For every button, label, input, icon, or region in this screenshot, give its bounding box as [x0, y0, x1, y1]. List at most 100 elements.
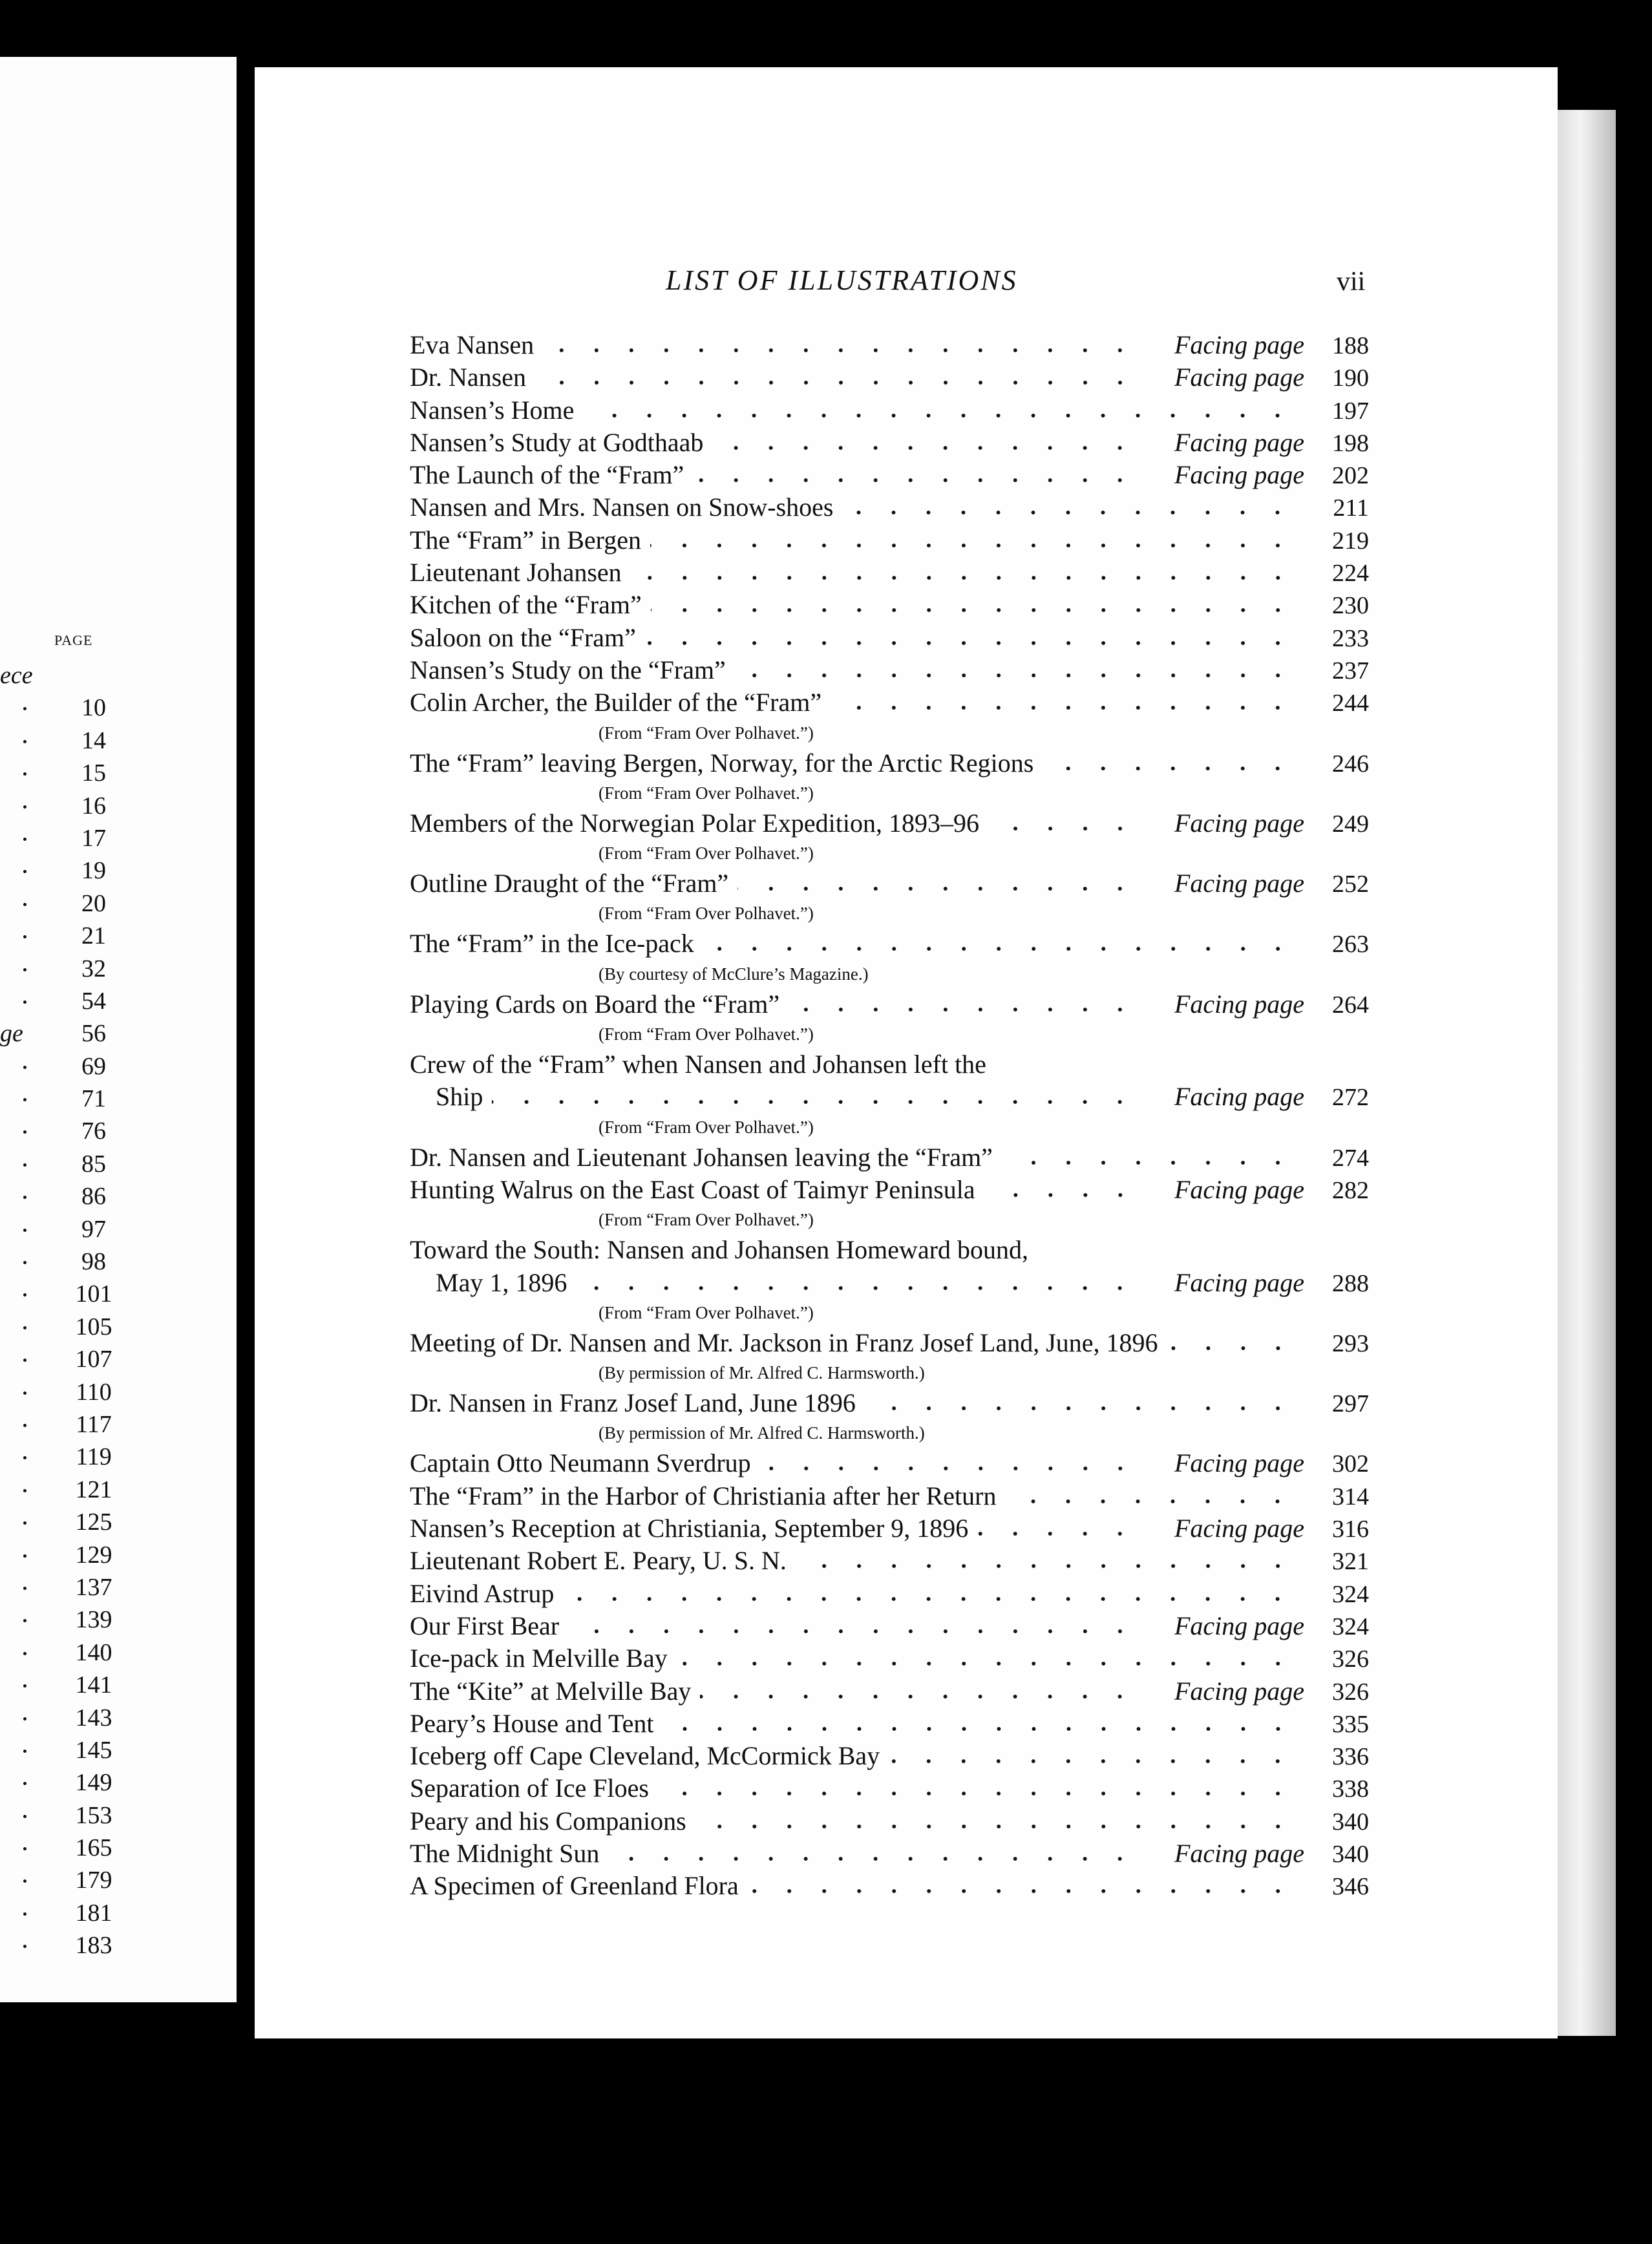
entry: Peary’s House and Tent 335	[410, 1708, 1369, 1740]
dot-leader	[563, 1595, 1295, 1602]
dot-leader	[734, 672, 1295, 679]
page-row: 181	[0, 1897, 237, 1929]
entry-title: The “Fram” leaving Bergen, Norway, for t…	[410, 748, 1034, 778]
page-row: 85	[0, 1148, 237, 1180]
page-row: 15	[0, 757, 237, 789]
page-number: 110	[76, 1378, 112, 1406]
leader-dot	[23, 1814, 26, 1818]
text-fragment: ge	[0, 1020, 23, 1048]
leader-dot	[23, 1000, 26, 1004]
page-number: 14	[81, 726, 106, 754]
entry: Nansen’s Study on the “Fram” 237	[410, 654, 1369, 686]
page-row: 119	[0, 1441, 237, 1473]
page-row: 71	[0, 1083, 237, 1115]
leader-dot	[23, 837, 26, 841]
page-number: 15	[81, 759, 106, 787]
page-row: 10	[0, 692, 237, 724]
entry: Nansen and Mrs. Nansen on Snow-shoes 211	[410, 491, 1369, 524]
leader-dot	[23, 1586, 26, 1590]
entry: Nansen’s Reception at Christiania, Septe…	[410, 1512, 1369, 1545]
page-number: 21	[81, 922, 106, 950]
page-number: 97	[81, 1215, 106, 1243]
dot-leader	[662, 1725, 1295, 1732]
entry: Dr. Nansen Facing page 190	[410, 361, 1369, 394]
leader-dot	[23, 1684, 26, 1688]
page-row: ece	[0, 659, 237, 692]
page-number: 249	[1332, 810, 1369, 838]
page-row: 32	[0, 953, 237, 985]
source-note: (From “Fram Over Polhavet.”)	[598, 783, 814, 803]
facing-label: Facing page	[1174, 427, 1304, 457]
entry: The “Fram” in Bergen 219	[410, 524, 1369, 556]
page-number: 117	[76, 1410, 112, 1438]
page-number: 237	[1332, 657, 1369, 684]
entry-title: Meeting of Dr. Nansen and Mr. Jackson in…	[410, 1328, 1158, 1357]
facing-label: Facing page	[1174, 1676, 1304, 1706]
entry: Members of the Norwegian Polar Expeditio…	[410, 807, 1369, 840]
entry-title: The “Kite” at Melville Bay	[410, 1676, 692, 1706]
dot-leader	[988, 825, 1138, 832]
dot-leader	[535, 379, 1138, 386]
entry: Lieutenant Robert E. Peary, U. S. N. 321	[410, 1545, 1369, 1577]
dot-leader	[864, 1405, 1295, 1412]
leader-dot	[23, 1879, 26, 1883]
leader-dot	[23, 1391, 26, 1395]
entry: Lieutenant Johansen 224	[410, 556, 1369, 589]
entry-title: The “Fram” in the Harbor of Christiania …	[410, 1481, 997, 1510]
leader-dot	[23, 1293, 26, 1297]
page-number: 219	[1332, 527, 1369, 555]
entry-title: Members of the Norwegian Polar Expeditio…	[410, 808, 979, 838]
page-row: 16	[0, 790, 237, 822]
leader-dot	[23, 1423, 26, 1427]
dot-leader	[789, 1006, 1138, 1013]
entry-title: Lieutenant Robert E. Peary, U. S. N.	[410, 1546, 787, 1576]
facing-label: Facing page	[1174, 1611, 1304, 1640]
page-number: 198	[1332, 429, 1369, 457]
entry-title: The Midnight Sun	[410, 1838, 600, 1868]
dot-leader	[1001, 1159, 1295, 1166]
page-title: LIST OF ILLUSTRATIONS	[666, 264, 1018, 296]
dot-leader	[583, 412, 1295, 419]
entry: Hunting Walrus on the East Coast of Taim…	[410, 1174, 1369, 1206]
page-number: 181	[75, 1899, 112, 1927]
entry-title: Nansen’s Study on the “Fram”	[410, 655, 726, 684]
page-row: 20	[0, 887, 237, 920]
entry: The “Kite” at Melville Bay Facing page 326	[410, 1675, 1369, 1708]
page-row: 101	[0, 1278, 237, 1310]
entry: Outline Draught of the “Fram” Facing page…	[410, 867, 1369, 900]
page-number: 165	[75, 1834, 112, 1862]
facing-label: Facing page	[1174, 363, 1304, 392]
dot-leader	[747, 1888, 1295, 1895]
dot-leader	[737, 885, 1138, 893]
entry: Playing Cards on Board the “Fram” Facing …	[410, 988, 1369, 1021]
page-number: 264	[1332, 991, 1369, 1019]
entry: Dr. Nansen in Franz Josef Land, June 189…	[410, 1387, 1369, 1419]
entry-title: Ice-pack in Melville Bay	[410, 1644, 668, 1673]
page-number: 141	[75, 1671, 112, 1699]
leader-dot	[23, 1619, 26, 1623]
leader-dot	[23, 1782, 26, 1786]
entry-continued: Ship Facing page 272	[410, 1081, 1369, 1113]
leader-dot	[23, 1228, 26, 1232]
page-number: 252	[1332, 871, 1369, 898]
entry-title: Dr. Nansen and Lieutenant Johansen leavi…	[410, 1142, 993, 1172]
dot-leader	[657, 1790, 1295, 1797]
dot-leader	[703, 946, 1295, 953]
entry: The Midnight Sun Facing page 340	[410, 1837, 1369, 1870]
entry-title: Playing Cards on Board the “Fram”	[410, 989, 780, 1019]
dot-leader	[700, 1693, 1138, 1700]
page-row: 179	[0, 1864, 237, 1896]
page-number: 153	[75, 1801, 112, 1829]
source-note: (By permission of Mr. Alfred C. Harmswor…	[598, 1423, 925, 1443]
page-row: 129	[0, 1539, 237, 1571]
entry: Separation of Ice Floes 338	[410, 1772, 1369, 1805]
page-row: 145	[0, 1734, 237, 1766]
dot-leader	[676, 1660, 1295, 1667]
page-number: 105	[75, 1313, 112, 1340]
page-row: 69	[0, 1050, 237, 1083]
page-row: 105	[0, 1311, 237, 1343]
dot-leader	[712, 444, 1138, 451]
entry-title: Toward the South: Nansen and Johansen Ho…	[410, 1235, 1029, 1265]
entry: A Specimen of Greenland Flora 346	[410, 1870, 1369, 1902]
